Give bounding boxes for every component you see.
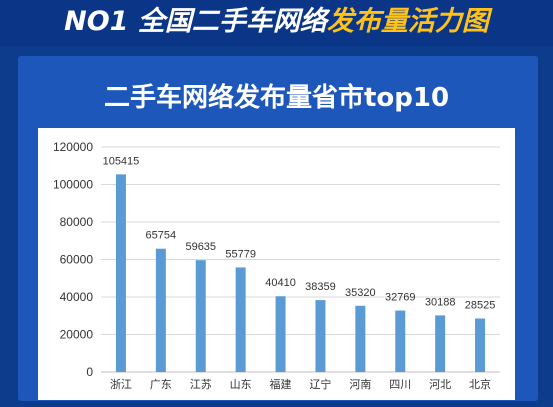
bar	[235, 267, 246, 372]
data-label: 32769	[385, 292, 416, 304]
data-label: 30188	[425, 296, 456, 308]
data-label: 65754	[146, 230, 177, 242]
bar	[315, 300, 326, 372]
data-label: 55779	[225, 248, 256, 260]
x-tick-label: 福建	[270, 377, 292, 391]
y-tick-label: 100000	[53, 178, 93, 192]
x-tick-label: 河北	[429, 378, 451, 391]
x-tick-label: 浙江	[110, 378, 132, 391]
x-tick-label: 江苏	[190, 378, 212, 391]
x-tick-label: 河南	[349, 378, 371, 391]
x-tick-label: 北京	[469, 377, 491, 391]
banner-title: NO1 全国二手车网络发布量活力图	[0, 0, 553, 46]
chart-title: 二手车网络发布量省市top10	[103, 83, 450, 113]
header-banner: NO1 全国二手车网络发布量活力图	[0, 0, 553, 46]
data-label: 59635	[185, 241, 216, 253]
banner-title-yellow: 发布量活力图	[326, 6, 489, 37]
data-label: 40410	[265, 277, 296, 289]
x-tick-label: 辽宁	[309, 377, 331, 391]
data-label: 105415	[103, 155, 140, 167]
y-tick-label: 0	[86, 365, 93, 379]
bar	[355, 305, 366, 372]
y-tick-label: 120000	[53, 140, 93, 154]
y-tick-label: 20000	[60, 328, 94, 342]
y-tick-label: 60000	[60, 253, 94, 267]
x-tick-label: 山东	[230, 378, 252, 391]
data-label: 28525	[465, 300, 496, 312]
data-label: 35320	[345, 287, 376, 299]
bar	[195, 260, 206, 372]
bar	[475, 318, 486, 372]
y-tick-label: 80000	[60, 215, 94, 229]
bar	[155, 248, 166, 372]
bar	[115, 174, 126, 372]
x-tick-label: 四川	[389, 378, 411, 391]
data-label: 38359	[305, 281, 336, 293]
bar	[435, 315, 446, 372]
x-tick-label: 广东	[150, 378, 172, 391]
banner-title-white: NO1 全国二手车网络	[64, 6, 327, 37]
bar	[275, 296, 286, 372]
bar	[395, 310, 406, 372]
y-tick-label: 40000	[60, 290, 94, 304]
